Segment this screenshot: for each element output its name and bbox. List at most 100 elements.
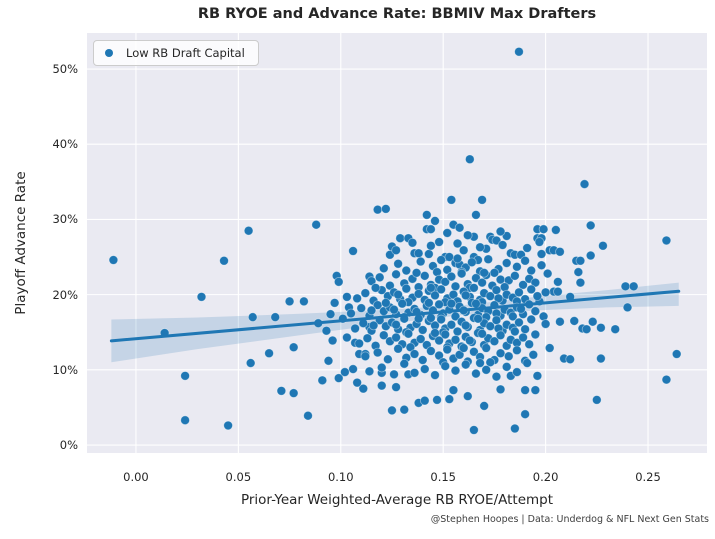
- scatter-point: [526, 284, 537, 295]
- scatter-point: [501, 231, 512, 241]
- scatter-point: [333, 373, 344, 383]
- scatter-point: [477, 328, 487, 339]
- scatter-point: [299, 296, 309, 307]
- scatter-point: [479, 401, 489, 411]
- scatter-point: [475, 358, 485, 368]
- scatter-point: [440, 277, 451, 287]
- scatter-point: [671, 349, 682, 359]
- scatter-point: [475, 242, 485, 253]
- scatter-point: [514, 46, 524, 57]
- scatter-point: [329, 298, 340, 308]
- scatter-point: [317, 375, 328, 386]
- scatter-point: [391, 245, 401, 256]
- scatter-point: [311, 219, 321, 230]
- scatter-point: [389, 304, 399, 315]
- scatter-point: [358, 383, 369, 394]
- scatter-point: [434, 299, 444, 310]
- scatter-point: [471, 273, 481, 283]
- scatter-point: [575, 255, 586, 266]
- scatter-point: [409, 368, 420, 378]
- scatter-point: [391, 382, 401, 392]
- scatter-point: [450, 365, 461, 376]
- scatter-point: [532, 291, 543, 301]
- scatter-point: [333, 277, 344, 287]
- scatter-point: [442, 228, 453, 238]
- scatter-point: [413, 248, 424, 259]
- scatter-point: [401, 283, 412, 294]
- scatter-point: [411, 268, 422, 278]
- chart-title: RB RYOE and Advance Rate: BBMIV Max Draf…: [197, 6, 597, 22]
- scatter-point: [460, 320, 471, 331]
- scatter-point: [444, 394, 455, 404]
- scatter-point: [448, 289, 459, 300]
- scatter-point: [530, 385, 541, 395]
- scatter-point: [374, 272, 385, 283]
- scatter-point: [465, 154, 475, 165]
- scatter-point: [661, 235, 672, 246]
- scatter-point: [391, 269, 401, 280]
- scatter-point: [520, 409, 530, 419]
- scatter-point: [395, 233, 405, 244]
- scatter-point: [288, 342, 299, 353]
- scatter-point: [485, 291, 496, 301]
- x-tick-label: 0.15: [430, 470, 456, 484]
- scatter-point: [530, 277, 541, 288]
- scatter-point: [587, 316, 598, 327]
- scatter-point: [510, 326, 520, 337]
- scatter-point: [462, 230, 473, 241]
- legend-marker-icon: [105, 49, 113, 57]
- scatter-point: [620, 281, 631, 292]
- scatter-point: [483, 254, 494, 265]
- scatter-point: [446, 298, 457, 309]
- y-tick-label: 50%: [52, 62, 78, 77]
- scatter-point: [565, 354, 575, 365]
- scatter-point: [446, 271, 457, 282]
- scatter-point: [497, 240, 508, 250]
- scatter-point: [610, 324, 621, 335]
- scatter-point: [501, 362, 512, 372]
- scatter-point: [460, 290, 471, 301]
- scatter-point: [479, 268, 489, 278]
- scatter-point: [424, 298, 434, 308]
- scatter-point: [469, 425, 479, 435]
- scatter-point: [458, 343, 469, 353]
- scatter-point: [542, 268, 553, 279]
- scatter-point: [581, 324, 592, 335]
- scatter-point: [393, 289, 403, 300]
- scatter-point: [434, 335, 444, 346]
- scatter-point: [270, 312, 281, 322]
- scatter-point: [522, 243, 532, 253]
- scatter-point: [495, 330, 506, 341]
- scatter-point: [465, 335, 475, 346]
- scatter-point: [372, 300, 383, 310]
- scatter-point: [503, 275, 514, 286]
- scatter-point: [469, 283, 479, 293]
- scatter-point: [495, 348, 506, 359]
- scatter-point: [553, 286, 563, 297]
- credit-caption: @Stephen Hoopes | Data: Underdog & NFL N…: [430, 514, 709, 525]
- scatter-point: [284, 296, 295, 307]
- scatter-point: [450, 334, 461, 345]
- scatter-point: [196, 292, 207, 302]
- scatter-point: [520, 255, 530, 266]
- scatter-point: [180, 415, 190, 426]
- scatter-point: [530, 306, 541, 316]
- scatter-point: [526, 314, 537, 325]
- scatter-point: [352, 293, 362, 304]
- scatter-point: [471, 368, 481, 379]
- scatter-point: [628, 281, 639, 292]
- scatter-point: [403, 328, 414, 339]
- scatter-point: [575, 277, 586, 288]
- scatter-point: [397, 298, 408, 309]
- scatter-point: [555, 316, 565, 327]
- scatter-point: [381, 298, 391, 308]
- scatter-point: [491, 371, 502, 382]
- scatter-point: [303, 410, 313, 421]
- scatter-point: [518, 280, 528, 290]
- scatter-point: [598, 240, 608, 251]
- scatter-point: [372, 347, 383, 358]
- scatter-point: [585, 220, 596, 231]
- scatter-point: [352, 377, 362, 388]
- scatter-point: [510, 423, 520, 434]
